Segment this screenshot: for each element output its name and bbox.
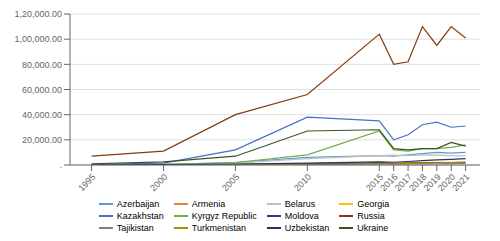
svg-text:2005: 2005	[220, 172, 241, 193]
svg-text:40,000.00: 40,000.00	[22, 110, 62, 120]
svg-text:2018: 2018	[407, 171, 429, 194]
html-text:Moldova: Moldova	[284, 211, 319, 221]
html-text:Armenia: Armenia	[191, 199, 226, 209]
svg-text:2000: 2000	[148, 172, 169, 193]
svg-text:1,20,000.00: 1,20,000.00	[14, 9, 62, 19]
svg-text:2010: 2010	[292, 172, 313, 193]
svg-text:2015: 2015	[364, 171, 386, 194]
html-text:Belarus: Belarus	[284, 199, 316, 209]
html-text:Uzbekistan: Uzbekistan	[284, 223, 330, 233]
svg-text:1995: 1995	[76, 172, 97, 193]
svg-text:20,000.00: 20,000.00	[22, 135, 62, 145]
svg-text:80,000.00: 80,000.00	[22, 60, 62, 70]
html-text:Kyrgyz Republic: Kyrgyz Republic	[191, 211, 257, 221]
html-text:Turkmenistan: Turkmenistan	[191, 223, 246, 233]
svg-text:60,000.00: 60,000.00	[22, 85, 62, 95]
html-text:Azerbaijan: Azerbaijan	[116, 199, 160, 209]
svg-text:1,00,000.00: 1,00,000.00	[14, 34, 62, 44]
html-text:Ukraine: Ukraine	[357, 223, 389, 233]
html-text:Kazakhstan: Kazakhstan	[116, 211, 164, 221]
svg-text:2017: 2017	[392, 171, 414, 194]
svg-text:2016: 2016	[378, 171, 400, 194]
html-text:Tajikistan: Tajikistan	[116, 223, 154, 233]
html-text:Georgia: Georgia	[357, 199, 390, 209]
html-text:Russia: Russia	[357, 211, 385, 221]
svg-text:2021: 2021	[450, 172, 471, 193]
svg-text:2019: 2019	[421, 171, 443, 194]
svg-text:2020: 2020	[435, 171, 458, 194]
svg-text:.: .	[59, 160, 62, 170]
